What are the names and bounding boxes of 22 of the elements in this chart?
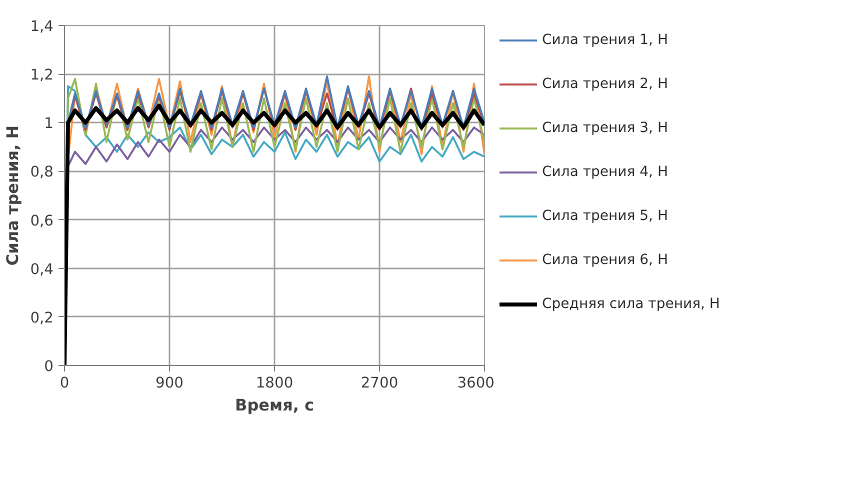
y-tick-label: 0,2 — [30, 309, 54, 326]
x-tick-label: 2700 — [360, 374, 398, 392]
legend-label: Сила трения 4, Н — [542, 164, 668, 180]
legend-label: Сила трения 1, Н — [542, 32, 668, 48]
legend-label: Сила трения 5, Н — [542, 208, 668, 224]
y-tick-label: 0,6 — [30, 212, 54, 230]
y-axis-title: Сила трения, Н — [3, 125, 22, 266]
y-tick-label: 0,4 — [30, 260, 54, 278]
x-tick-label: 1800 — [256, 374, 294, 392]
x-tick-label: 0 — [60, 374, 70, 392]
legend-label: Средняя сила трения, Н — [542, 296, 720, 312]
y-tick-label: 1,4 — [30, 18, 54, 35]
x-tick-label: 900 — [156, 374, 184, 392]
y-tick-label: 1,2 — [30, 66, 54, 84]
y-tick-label: 0,8 — [30, 164, 54, 181]
y-tick-label: 1 — [44, 115, 54, 132]
y-tick-label: 0 — [44, 358, 54, 375]
x-axis-title: Время, с — [235, 396, 314, 414]
legend-label: Сила трения 3, Н — [542, 120, 668, 136]
legend-label: Сила трения 2, Н — [542, 76, 668, 92]
legend-label: Сила трения 6, Н — [542, 252, 668, 268]
x-tick-label: 3600 — [457, 374, 495, 392]
